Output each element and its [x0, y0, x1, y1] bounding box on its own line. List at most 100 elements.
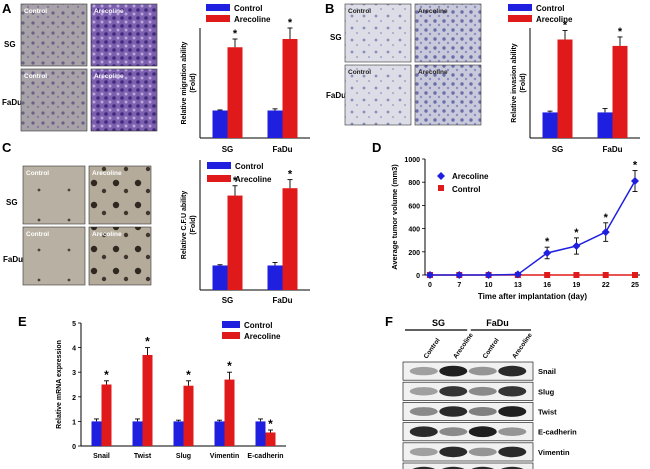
blot-group-label: SG: [432, 318, 445, 328]
data-point-arecoline: [572, 242, 581, 250]
y-tick-label: 2: [72, 395, 76, 402]
data-point-control: [573, 272, 580, 278]
category-label: SG: [222, 296, 234, 305]
blot-band: [409, 366, 438, 376]
data-point-arecoline: [513, 270, 522, 279]
micrograph-row-label: SG: [4, 40, 16, 49]
category-label: FaDu: [273, 296, 293, 305]
x-tick-label: 25: [631, 282, 639, 289]
blot-strip: [402, 361, 534, 381]
chart-a-migration: * SG * FaDu Relative migration ability (Fold)…: [181, 4, 310, 154]
invasion-micrograph: [344, 3, 412, 63]
significance-star: *: [233, 175, 238, 187]
blot-protein-label: Twist: [538, 408, 557, 417]
blot-band: [471, 466, 495, 469]
panel-label-b: B: [325, 1, 334, 16]
blot-band: [498, 365, 527, 377]
legend-label: Arecoline: [235, 175, 272, 184]
blot-strip: [402, 442, 534, 462]
legend-label: Control: [452, 185, 480, 194]
y-axis-label-line: Relative C.F.U ability: [181, 191, 188, 260]
blot-band: [468, 366, 497, 376]
micrograph-label: Control: [26, 170, 49, 177]
blot-band: [468, 426, 497, 438]
western-blot-f: SG FaDu Control Arecoline Control Arecoline Sn…: [402, 318, 577, 469]
micrograph-row-label: SG: [330, 33, 342, 42]
legend-marker-control: [438, 185, 444, 191]
blot-group-label: FaDu: [486, 318, 509, 328]
bar-arecoline: [557, 39, 573, 138]
colony-micrograph: [88, 226, 152, 286]
y-axis-label: Relative mRNA expression: [56, 340, 63, 429]
blot-protein-label: Vimentin: [538, 448, 570, 457]
panel-label-c: C: [2, 140, 12, 155]
y-tick-label: 400: [408, 227, 420, 234]
legend-swatch: [207, 175, 231, 182]
y-tick-label: 200: [408, 250, 420, 257]
panel-label-f: F: [385, 314, 393, 329]
blot-strip: [402, 422, 534, 442]
legend-marker-arecoline: [437, 172, 445, 180]
series-line-arecoline: [430, 180, 636, 276]
y-axis-label-line: (Fold): [190, 73, 197, 92]
migration-micrograph: [90, 3, 158, 67]
colony-micrograph: [22, 165, 86, 225]
blot-lane-label: Control: [423, 337, 442, 360]
y-tick-label: 800: [408, 180, 420, 187]
y-axis-label-line: Relative invasion ability: [511, 43, 518, 122]
category-label: Snail: [93, 453, 110, 460]
micrograph-label: Arecoline: [92, 231, 122, 238]
micrograph-label: Arecoline: [92, 170, 122, 177]
migration-micrograph: [20, 68, 88, 132]
legend-swatch: [508, 15, 532, 22]
y-tick-label: 1000: [404, 157, 420, 164]
chart-c-cfu: * SG * FaDu Relative C.F.U ability (Fold) Cont…: [181, 160, 310, 305]
micrograph-label: Control: [24, 73, 47, 80]
data-point-arecoline: [631, 177, 639, 186]
significance-star: *: [288, 169, 293, 181]
category-label: E-cadherin: [247, 453, 283, 460]
significance-star: *: [633, 160, 638, 172]
bar-control: [173, 421, 184, 446]
legend-label: Control: [244, 321, 272, 330]
invasion-micrograph: [414, 3, 482, 63]
bar-arecoline: [224, 379, 235, 446]
blot-band: [468, 386, 497, 396]
data-point-arecoline: [543, 248, 552, 257]
significance-star: *: [574, 227, 579, 239]
significance-star: *: [145, 335, 150, 349]
legend-swatch: [222, 321, 240, 328]
x-tick-label: 16: [543, 282, 551, 289]
micrograph-label: Control: [348, 8, 371, 15]
legend-swatch: [206, 15, 230, 22]
data-point-arecoline: [426, 271, 434, 279]
bar-control: [214, 421, 225, 446]
bar-control: [132, 421, 143, 446]
chart-b-invasion: * SG * FaDu Relative invasion ability (Fold) C…: [508, 4, 640, 154]
bar-arecoline: [612, 45, 628, 138]
category-label: FaDu: [273, 145, 293, 154]
blot-band: [439, 386, 468, 397]
y-axis-label-line: (Fold): [190, 215, 197, 234]
legend-swatch: [222, 332, 240, 339]
bar-control: [212, 265, 228, 290]
blot-strip: [402, 381, 534, 401]
y-axis-label-line: Relative migration ability: [181, 41, 188, 124]
legend-label: Control: [536, 4, 564, 13]
significance-star: *: [233, 28, 238, 40]
significance-star: *: [288, 17, 293, 29]
blot-band: [409, 447, 438, 457]
y-axis-label: Relative invasion ability (Fold): [511, 43, 527, 122]
legend-label: Arecoline: [452, 172, 489, 181]
legend-swatch: [508, 4, 532, 11]
migration-micrograph: [90, 68, 158, 132]
invasion-micrograph: [414, 64, 482, 126]
y-axis-label: Average tumor volume (mm3): [390, 164, 399, 270]
x-tick-label: 19: [573, 282, 581, 289]
x-tick-label: 10: [485, 282, 493, 289]
bar-arecoline: [282, 188, 298, 290]
legend-label: Control: [234, 4, 262, 13]
blot-band: [500, 466, 524, 469]
panel-label-a: A: [2, 1, 12, 16]
blot-band: [441, 466, 465, 469]
